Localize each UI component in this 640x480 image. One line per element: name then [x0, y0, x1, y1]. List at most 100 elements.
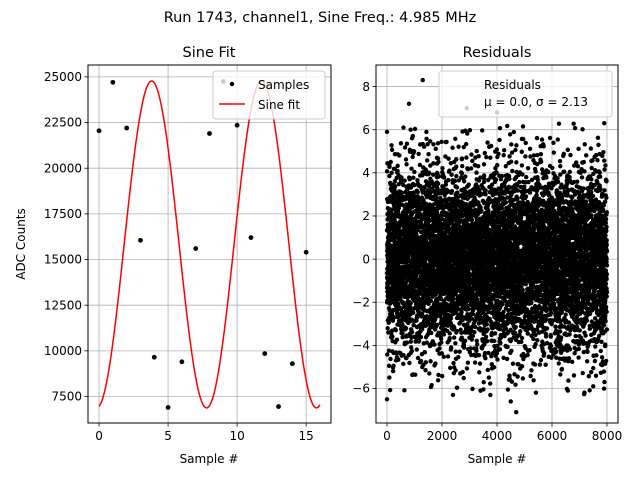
residual-point: [504, 356, 510, 362]
sine-fit-ylabel: ADC Counts: [14, 208, 28, 280]
residual-point: [425, 142, 430, 147]
residual-point: [385, 326, 390, 331]
residual-point: [392, 179, 398, 184]
residual-point: [507, 176, 512, 182]
residual-point: [514, 143, 519, 148]
residual-point: [404, 340, 410, 345]
residual-point: [496, 151, 501, 156]
residual-point: [481, 380, 486, 385]
residual-point: [507, 154, 512, 159]
residual-point: [459, 309, 464, 315]
residual-point: [430, 339, 436, 344]
residual-point: [486, 375, 492, 380]
residual-point: [451, 335, 457, 340]
sample-point: [165, 405, 171, 410]
residual-point: [437, 346, 442, 351]
residual-point: [492, 331, 498, 336]
residual-point: [423, 367, 428, 373]
residual-point: [431, 142, 436, 147]
residual-point: [511, 129, 517, 135]
residual-point: [420, 170, 426, 176]
sine-fit-ytick-label: 10000: [44, 344, 82, 358]
residual-point: [497, 347, 503, 352]
residual-point: [513, 324, 518, 330]
residual-point: [509, 142, 514, 147]
residual-point: [479, 208, 484, 214]
residual-point: [453, 341, 458, 346]
residual-point: [389, 143, 394, 148]
residual-point: [519, 335, 525, 341]
residual-point: [397, 153, 402, 158]
sample-point: [151, 354, 157, 360]
sine-fit-legend-box: [212, 70, 326, 120]
residual-point: [493, 177, 499, 182]
residual-point: [419, 311, 425, 316]
sample-point: [289, 361, 295, 367]
residual-point: [417, 162, 423, 168]
residual-point: [390, 334, 395, 339]
residual-point: [495, 162, 500, 168]
sample-point: [110, 79, 116, 85]
residual-point: [409, 166, 414, 171]
residual-point: [413, 372, 418, 377]
residual-point: [505, 123, 510, 129]
residual-point: [427, 202, 433, 207]
residual-point: [472, 329, 477, 335]
sine-fit-legend: Samples Sine fit: [212, 70, 326, 120]
residual-point: [408, 339, 414, 344]
sine-fit-xtick-label: 5: [164, 429, 172, 443]
residual-point: [389, 170, 394, 176]
sine-fit-ytick-label: 12500: [44, 298, 82, 312]
residual-point: [509, 379, 515, 384]
residual-point: [501, 309, 506, 315]
residuals-plot-area: [384, 77, 610, 415]
residual-point: [488, 392, 493, 398]
residual-point: [435, 186, 440, 191]
residual-point: [429, 330, 434, 336]
residual-point: [416, 151, 421, 157]
sine-fit-plot-area: [96, 79, 321, 410]
residual-point: [407, 360, 412, 366]
residual-point: [386, 348, 392, 353]
residual-point: [410, 310, 416, 315]
sine-fit-ytick-label: 17500: [44, 207, 82, 221]
residual-point: [503, 200, 509, 205]
residual-point: [415, 189, 420, 195]
residual-point: [484, 155, 489, 160]
residual-point: [519, 149, 525, 154]
residual-point: [386, 320, 391, 325]
residual-point: [454, 385, 460, 390]
residual-point: [388, 159, 393, 165]
residual-point: [386, 363, 392, 368]
residual-point: [468, 166, 474, 171]
residual-point: [435, 378, 441, 383]
residual-point: [424, 158, 430, 163]
residual-point: [415, 355, 421, 361]
residual-point: [465, 360, 471, 365]
residual-point: [392, 315, 397, 320]
sine-fit-xlabel: Sample #: [180, 452, 239, 466]
residual-point: [491, 338, 497, 344]
residual-point: [401, 352, 406, 358]
sample-point: [207, 131, 212, 136]
residual-point: [476, 154, 481, 159]
residual-point: [424, 129, 429, 135]
sample-point: [234, 122, 240, 128]
figure-title: Run 1743, channel1, Sine Freq.: 4.985 MH…: [164, 10, 477, 26]
sine-fit-ytick-label: 22500: [44, 116, 82, 130]
sample-point: [124, 125, 130, 131]
residual-point: [456, 144, 461, 149]
residual-point: [472, 360, 478, 365]
residual-point: [477, 361, 483, 366]
residual-point: [426, 152, 431, 157]
residual-point: [422, 350, 428, 355]
residual-point: [404, 141, 410, 146]
residual-point: [454, 157, 459, 162]
residual-point: [402, 178, 407, 183]
residual-point: [508, 159, 514, 164]
sample-point: [193, 246, 199, 251]
residual-point: [463, 141, 469, 147]
residual-point: [410, 133, 416, 139]
residual-point: [428, 163, 433, 168]
residuals-xlabel: Sample #: [468, 452, 527, 466]
